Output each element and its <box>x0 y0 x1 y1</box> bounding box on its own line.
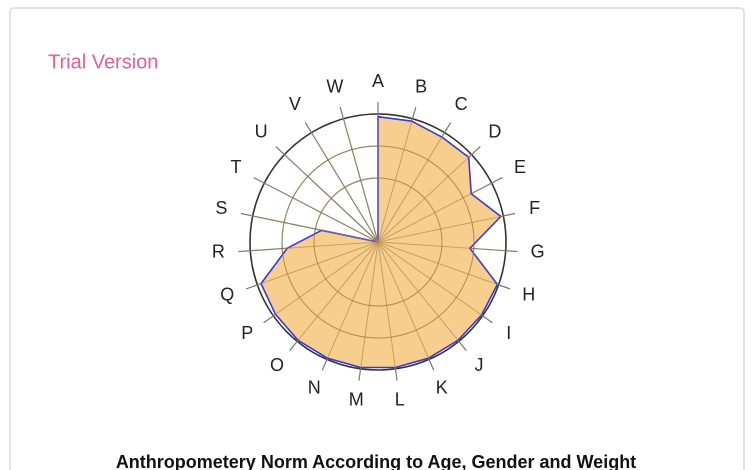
category-label: O <box>270 355 284 375</box>
labels: A B CDE F G HI J K L M N OPQ R S TU V W <box>212 71 545 410</box>
category-label: F <box>529 198 540 218</box>
category-label: G <box>531 242 545 262</box>
category-label: H <box>522 284 535 304</box>
category-label: S <box>215 198 227 218</box>
category-label: W <box>326 77 343 97</box>
category-label: E <box>514 157 526 177</box>
category-label: K <box>436 378 448 398</box>
chart-title: Anthropometery Norm According to Age, Ge… <box>116 452 636 470</box>
category-label: A <box>372 71 384 91</box>
category-label: Q <box>220 284 234 304</box>
ring-overlay <box>313 177 443 307</box>
category-label: T <box>230 157 241 177</box>
watermark: Trial Version <box>48 51 158 73</box>
category-label: C <box>455 94 468 114</box>
category-label: R <box>212 242 225 262</box>
category-label: I <box>506 323 511 343</box>
category-label: L <box>395 389 405 409</box>
category-label: N <box>308 378 321 398</box>
category-label: J <box>474 355 483 375</box>
category-label: P <box>241 323 253 343</box>
marks <box>250 114 506 369</box>
category-label: U <box>255 122 268 142</box>
category-label: D <box>488 122 501 142</box>
category-label: B <box>415 77 427 97</box>
category-label: M <box>349 389 364 409</box>
ring-overlay <box>281 145 475 339</box>
category-label: V <box>289 94 301 114</box>
